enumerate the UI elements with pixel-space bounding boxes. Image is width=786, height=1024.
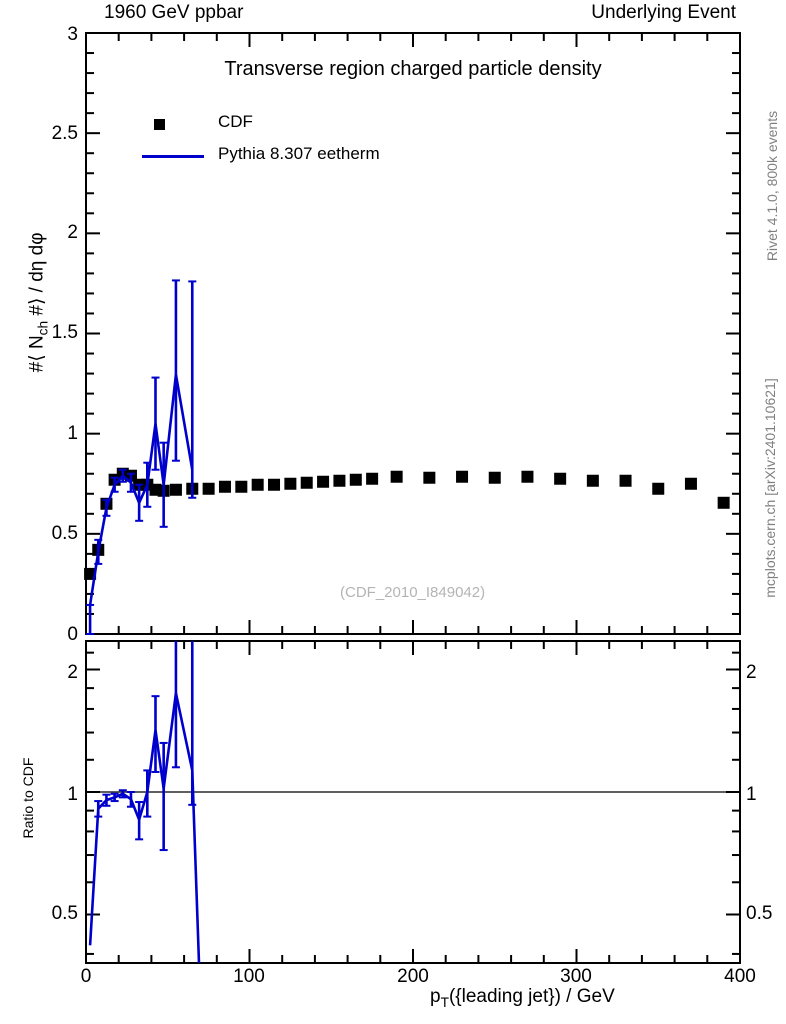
data-marker-cdf <box>284 477 297 490</box>
y-tick-label-ratio-right-0.5: 0.5 <box>746 903 773 924</box>
data-marker-cdf <box>84 567 97 580</box>
data-marker-cdf <box>488 471 501 484</box>
data-marker-cdf <box>586 474 599 487</box>
y-tick-label-main-3: 3 <box>67 24 78 45</box>
y-tick-label-ratio-1: 1 <box>67 784 78 805</box>
data-marker-cdf <box>390 470 403 483</box>
data-marker-cdf <box>333 474 346 487</box>
analysis-id-watermark: (CDF_2010_I849042) <box>340 584 486 601</box>
ratio-series-group <box>88 641 201 963</box>
legend-label-cdf: CDF <box>218 112 253 131</box>
main-plot-area <box>84 32 741 635</box>
header-left-label: 1960 GeV ppbar <box>104 2 244 23</box>
ratio-panel-frame <box>85 640 741 964</box>
header-right-label: Underlying Event <box>591 2 736 23</box>
y-tick-label-main-0: 0 <box>67 624 78 645</box>
main-series-group <box>84 279 730 635</box>
data-marker-cdf <box>202 482 215 495</box>
x-tick-label-300: 300 <box>560 966 592 987</box>
y-tick-label-main-1: 1 <box>67 423 78 444</box>
x-tick-label-0: 0 <box>80 966 92 987</box>
data-marker-cdf <box>218 480 231 493</box>
ratio-axis-ticks <box>85 641 741 963</box>
data-marker-cdf <box>684 477 697 490</box>
line-marker-icon <box>142 155 204 158</box>
mcplots-credit-label: mcplots.cern.ch [arXiv:2401.10621] <box>762 378 778 598</box>
data-marker-cdf <box>317 475 330 488</box>
data-marker-cdf <box>554 472 567 485</box>
data-marker-cdf <box>456 470 469 483</box>
rivet-credit-label: Rivet 4.1.0, 800k events <box>764 110 780 262</box>
y-tick-label-ratio-right-2: 2 <box>746 662 757 683</box>
square-marker-icon <box>154 119 165 130</box>
y-tick-label-main-0.5: 0.5 <box>51 523 78 544</box>
data-marker-cdf <box>652 482 665 495</box>
y-tick-label-main-2: 2 <box>67 222 78 243</box>
x-tick-label-400: 400 <box>724 966 756 987</box>
x-tick-label-200: 200 <box>397 966 429 987</box>
x-axis-label: pT({leading jet}) / GeV <box>430 986 615 1010</box>
data-marker-cdf <box>619 474 632 487</box>
y-tick-label-ratio-0.5: 0.5 <box>51 903 78 924</box>
data-marker-cdf <box>251 478 264 491</box>
data-marker-cdf <box>268 478 281 491</box>
data-marker-cdf <box>235 480 248 493</box>
data-marker-cdf <box>349 473 362 486</box>
legend-label-pythia: Pythia 8.307 eetherm <box>218 144 380 163</box>
data-marker-cdf <box>300 476 313 489</box>
data-marker-cdf <box>521 470 534 483</box>
ratio-clipped-group <box>88 641 201 963</box>
x-tick-label-100: 100 <box>233 966 265 987</box>
y-tick-label-ratio-right-1: 1 <box>746 784 757 805</box>
y-tick-label-ratio-2: 2 <box>67 662 78 683</box>
chart-title: Transverse region charged particle densi… <box>224 58 602 80</box>
data-marker-cdf <box>423 471 436 484</box>
data-marker-cdf <box>366 472 379 485</box>
y-tick-label-main-1.5: 1.5 <box>51 322 78 343</box>
data-marker-cdf <box>717 496 730 509</box>
y-tick-label-main-2.5: 2.5 <box>51 123 78 144</box>
data-marker-cdf <box>169 483 182 496</box>
